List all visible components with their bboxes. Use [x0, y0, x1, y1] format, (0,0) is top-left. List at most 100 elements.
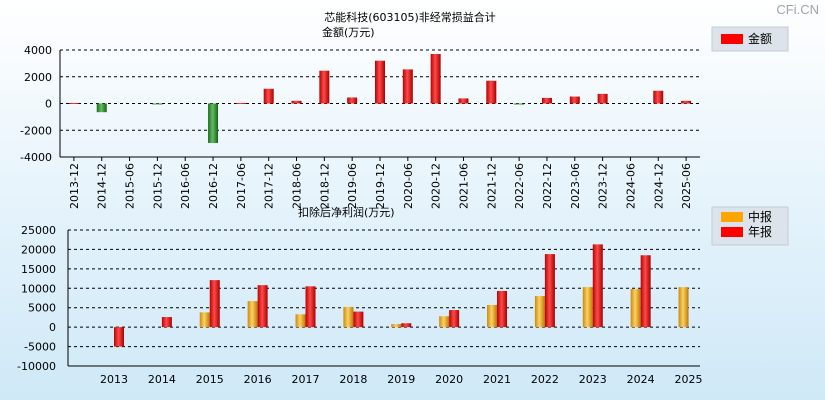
chart1-xtick-label: 2017-06 [235, 163, 248, 209]
chart2-xtick-label: 2018 [339, 373, 367, 386]
chart1-xtick-label: 2025-06 [680, 163, 693, 209]
chart1-legend-label: 金额 [748, 31, 772, 46]
chart2-ytick-label: 25000 [21, 224, 56, 237]
chart1-xtick-label: 2022-12 [541, 163, 554, 209]
chart2-bar-annual [449, 310, 460, 328]
chart2-bar-interim [534, 296, 545, 328]
chart1-title: 芯能科技(603105)非经常损益合计 [324, 10, 496, 24]
chart2-bar-annual [305, 286, 316, 328]
chart1-ytick-label: -2000 [20, 124, 52, 137]
chart1-xtick-label: 2015-06 [124, 163, 137, 209]
chart2-bar-interim [199, 312, 210, 328]
chart1-xtick-label: 2019-12 [374, 163, 387, 209]
chart1-xtick-label: 2024-12 [652, 163, 665, 209]
chart1-xtick-label: 2021-12 [485, 163, 498, 209]
chart1-bar [375, 60, 385, 104]
chart2-bar-interim [630, 289, 641, 328]
chart1-bar [152, 103, 163, 105]
chart2-xtick-label: 2020 [435, 373, 463, 386]
chart2-xtick-label: 2014 [148, 373, 176, 386]
chart2-xtick-label: 2022 [531, 373, 559, 386]
chart1-xtick-label: 2016-12 [207, 163, 220, 209]
chart2-bar-interim [439, 316, 450, 328]
chart1-xtick-label: 2015-12 [151, 163, 164, 209]
chart2-bar-annual [114, 327, 124, 347]
chart1-bar [402, 69, 413, 104]
chart1-bar [597, 93, 608, 104]
chart2-ytick-label: 0 [49, 321, 56, 334]
chart2-legend-label: 年报 [748, 224, 772, 239]
chart2-xtick-label: 2024 [627, 373, 655, 386]
chart1-bar [96, 103, 107, 113]
chart1-ytick-label: 2000 [24, 71, 52, 84]
chart2-bar-annual [497, 291, 508, 328]
chart2-legend-swatch [721, 227, 743, 237]
chart1-xtick-label: 2013-12 [68, 163, 81, 209]
brand-watermark: CFi.CN [776, 2, 819, 17]
chart2-bar-interim [391, 324, 402, 328]
chart2-xtick-label: 2015 [196, 373, 224, 386]
chart2-bar-annual [544, 254, 555, 328]
chart2-legend-swatch [721, 212, 743, 222]
chart1-bar [347, 97, 358, 104]
chart2-xtick-label: 2013 [100, 373, 128, 386]
chart1-bar [319, 70, 330, 104]
chart2-xtick-label: 2021 [483, 373, 511, 386]
chart1-bar [569, 96, 580, 104]
chart1-bar [541, 97, 552, 104]
chart1-xtick-label: 2014-12 [96, 163, 109, 209]
chart2-ytick-label: -5000 [24, 341, 56, 354]
chart1-xtick-label: 2023-12 [597, 163, 610, 209]
chart2-title: 扣除后净利润(万元) [298, 205, 395, 219]
chart2-legend-label: 中报 [748, 209, 772, 224]
chart1-subtitle: 金额(万元) [322, 25, 375, 39]
chart2-ytick-label: 15000 [21, 263, 56, 276]
chart1-bar [653, 90, 664, 104]
chart1-xtick-label: 2022-06 [513, 163, 526, 209]
chart1-bar [263, 88, 274, 104]
chart1-xtick-label: 2020-06 [402, 163, 415, 209]
chart2-ytick-label: -10000 [17, 360, 56, 373]
chart1-xtick-label: 2018-06 [291, 163, 304, 209]
chart2-xtick-label: 2025 [675, 373, 703, 386]
chart1-bar [68, 102, 79, 104]
chart1-ytick-label: 4000 [24, 44, 52, 57]
chart2-bar-interim [582, 287, 593, 328]
chart2-bar-annual [640, 255, 651, 328]
chart1-bar [208, 103, 219, 143]
chart2-bar-interim [678, 287, 689, 328]
chart1-xtick-label: 2016-06 [179, 163, 192, 209]
chart2-xtick-label: 2019 [387, 373, 415, 386]
chart2-bar-annual [161, 317, 172, 328]
chart2-bar-annual [209, 280, 220, 328]
chart1-bar [235, 102, 246, 104]
chart2-ytick-label: 5000 [28, 302, 56, 315]
chart2-bar-interim [247, 301, 258, 328]
chart1-legend-swatch [721, 34, 743, 44]
chart2-bar-interim [343, 306, 354, 328]
chart1-ytick-label: 0 [45, 98, 52, 111]
chart2-bar-annual [401, 323, 412, 328]
chart1-bar [291, 100, 302, 104]
chart2-bar-annual [353, 311, 364, 328]
chart2-bar-annual [592, 244, 603, 328]
chart1-bar [681, 100, 692, 104]
chart2-bar-annual [257, 285, 268, 328]
chart2-ytick-label: 10000 [21, 282, 56, 295]
chart1-xtick-label: 2018-12 [318, 163, 331, 209]
chart1-bar [486, 80, 497, 104]
chart1-xtick-label: 2024-06 [624, 163, 637, 209]
chart2-ytick-label: 20000 [21, 243, 56, 256]
chart1-xtick-label: 2019-06 [346, 163, 359, 209]
chart2-xtick-label: 2017 [292, 373, 320, 386]
chart2-bar-interim [487, 304, 498, 328]
chart2-bar-interim [295, 314, 306, 328]
chart2-xtick-label: 2023 [579, 373, 607, 386]
chart1-bar [514, 103, 525, 105]
chart2-xtick-label: 2016 [244, 373, 272, 386]
chart1-xtick-label: 2020-12 [430, 163, 443, 209]
chart1-xtick-label: 2023-06 [569, 163, 582, 209]
chart1-xtick-label: 2021-06 [457, 163, 470, 209]
chart1-ytick-label: -4000 [20, 151, 52, 164]
